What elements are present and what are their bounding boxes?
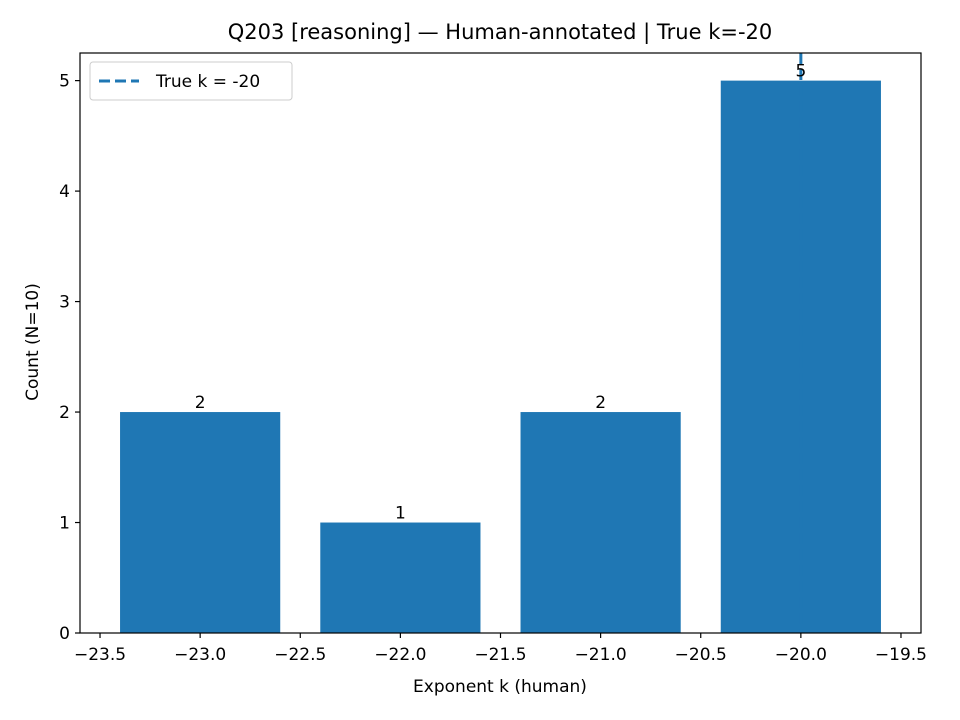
- x-tick-label: −20.5: [675, 645, 727, 665]
- legend-label: True k = -20: [155, 72, 260, 92]
- x-tick-label: −21.0: [575, 645, 627, 665]
- y-axis-ticks: 0 1 2 3 4 5: [59, 72, 80, 644]
- bar: [320, 522, 481, 633]
- y-tick-label: 1: [59, 514, 70, 534]
- y-tick-label: 5: [59, 72, 70, 92]
- bar-value-label: 1: [395, 504, 406, 524]
- x-tick-label: −21.5: [474, 645, 526, 665]
- x-tick-label: −23.5: [74, 645, 126, 665]
- y-tick-label: 3: [59, 293, 70, 313]
- bar-value-label: 2: [195, 393, 206, 413]
- x-tick-label: −20.0: [775, 645, 827, 665]
- y-tick-label: 4: [59, 182, 70, 202]
- x-tick-label: −23.0: [174, 645, 226, 665]
- x-axis-label: Exponent k (human): [413, 677, 587, 697]
- y-tick-label: 2: [59, 403, 70, 423]
- bar: [120, 412, 281, 633]
- bar-value-label: 5: [795, 62, 806, 82]
- chart-title: Q203 [reasoning] — Human-annotated | Tru…: [228, 20, 773, 45]
- x-tick-label: −22.0: [374, 645, 426, 665]
- legend-box: [89, 61, 293, 101]
- bar-value-label: 2: [595, 393, 606, 413]
- data-labels-group: 2 1 2 5: [195, 62, 807, 524]
- y-tick-label: 0: [59, 624, 70, 644]
- legend: True k = -20: [89, 61, 293, 101]
- x-axis-ticks: −23.5 −23.0 −22.5 −22.0 −21.5 −21.0 −20.5 −20.0…: [74, 633, 927, 665]
- y-axis-label: Count (N=10): [23, 283, 43, 401]
- x-tick-label: −19.5: [875, 645, 927, 665]
- x-tick-label: −22.5: [274, 645, 326, 665]
- bar: [520, 412, 681, 633]
